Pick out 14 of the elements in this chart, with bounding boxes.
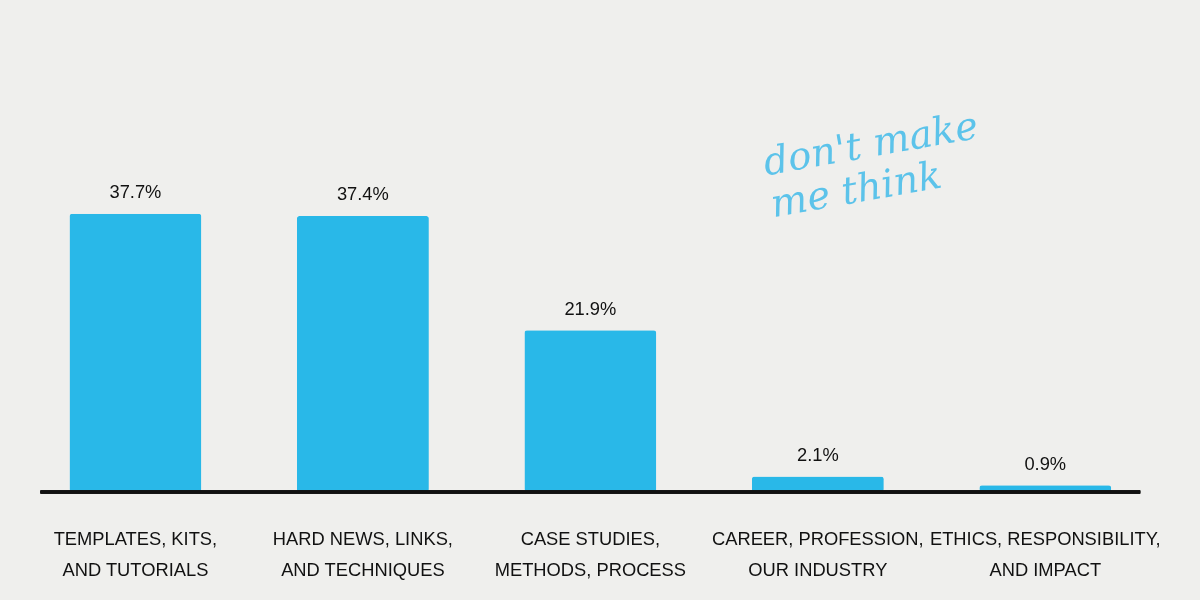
bar: [296, 215, 429, 492]
x-tick-label: HARD NEWS, LINKS, AND TECHNIQUES: [272, 528, 453, 580]
x-tick-label: TEMPLATES, KITS, AND TUTORIALS: [53, 528, 218, 580]
annotation: don't make me think: [759, 102, 982, 227]
bar: [69, 213, 202, 492]
data-label: 21.9%: [564, 297, 617, 319]
bar: [524, 330, 657, 492]
x-tick-label: CAREER, PROFESSION, OUR INDUSTRY: [711, 528, 924, 580]
data-label: 37.4%: [336, 183, 389, 205]
x-tick-label: ETHICS, RESPONSIBILITY, AND IMPACT: [929, 528, 1161, 580]
data-label: 2.1%: [796, 444, 839, 466]
x-tick-label: CASE STUDIES, METHODS, PROCESS: [494, 528, 686, 580]
data-label: 37.7%: [109, 181, 162, 203]
data-label: 0.9%: [1024, 452, 1067, 474]
